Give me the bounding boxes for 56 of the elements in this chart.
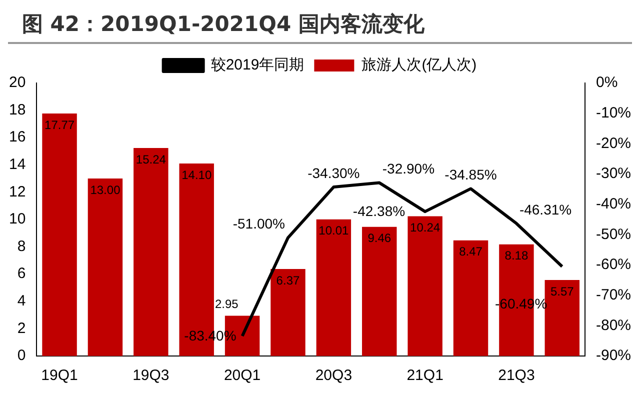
y2-tick-label: -10% [596,104,632,122]
bar [42,113,77,356]
data-label: 6.37 [276,273,300,288]
bar [408,216,442,356]
bar [88,178,123,356]
data-label: 10.01 [318,224,350,238]
y-tick-label: 20 [8,74,26,92]
y2-tick-label: -40% [596,195,632,212]
x-tick-label: 21Q3 [498,367,535,384]
data-label: 2.95 [214,297,239,312]
y2-tick-label: -50% [596,226,632,243]
data-label: -46.31% [519,201,572,218]
y2-tick-label: -80% [596,316,632,334]
y-tick-label: 16 [8,128,26,146]
legend-label: 旅游人次(亿人次) [362,56,477,74]
data-label: -42.38% [352,202,406,219]
bar [362,226,397,356]
bar [316,219,352,356]
y-tick-label: 2 [17,320,26,337]
y-tick-label: 10 [8,210,26,228]
legend-label: 较2019年同期 [210,56,304,74]
y2-tick-label: -60% [596,256,632,274]
x-tick-label: 20Q3 [315,367,352,384]
y-tick-label: 6 [17,265,26,282]
data-label: 8.18 [504,248,528,263]
bar [134,148,168,356]
x-tick-label: 19Q3 [132,367,170,384]
y-tick-label: 12 [8,183,26,200]
bar [270,269,306,356]
data-label: -34.85% [444,166,497,183]
y2-tick-label: -70% [596,286,632,304]
y2-tick-label: -20% [596,134,632,152]
x-tick-label: 21Q1 [406,367,444,384]
y-tick-label: 18 [8,101,26,118]
x-tick-label: 20Q1 [224,367,261,384]
y2-tick-label: 0% [596,74,618,92]
data-label: 17.77 [44,118,75,132]
data-label: 14.10 [182,168,212,182]
y-tick-label: 0 [17,347,26,364]
y-tick-label: 8 [17,238,26,255]
data-label: -51.00% [232,216,285,232]
y2-tick-label: -30% [596,165,632,182]
data-label: 10.24 [410,220,440,235]
data-label: -32.90% [382,160,435,177]
bar [453,240,488,356]
y2-tick-label: -90% [596,347,632,364]
y-tick-label: 4 [17,292,26,310]
data-label: 8.47 [459,244,483,259]
chart-title: 图 42：2019Q1-2021Q4 国内客流变化 [8,0,632,44]
data-label: 15.24 [136,152,166,166]
x-tick-label: 19Q1 [41,367,78,384]
data-label: 9.46 [368,231,392,246]
data-label: 13.00 [90,182,121,197]
data-label: 5.57 [550,284,574,298]
y-tick-label: 14 [8,156,26,174]
data-label: -34.30% [308,164,360,181]
